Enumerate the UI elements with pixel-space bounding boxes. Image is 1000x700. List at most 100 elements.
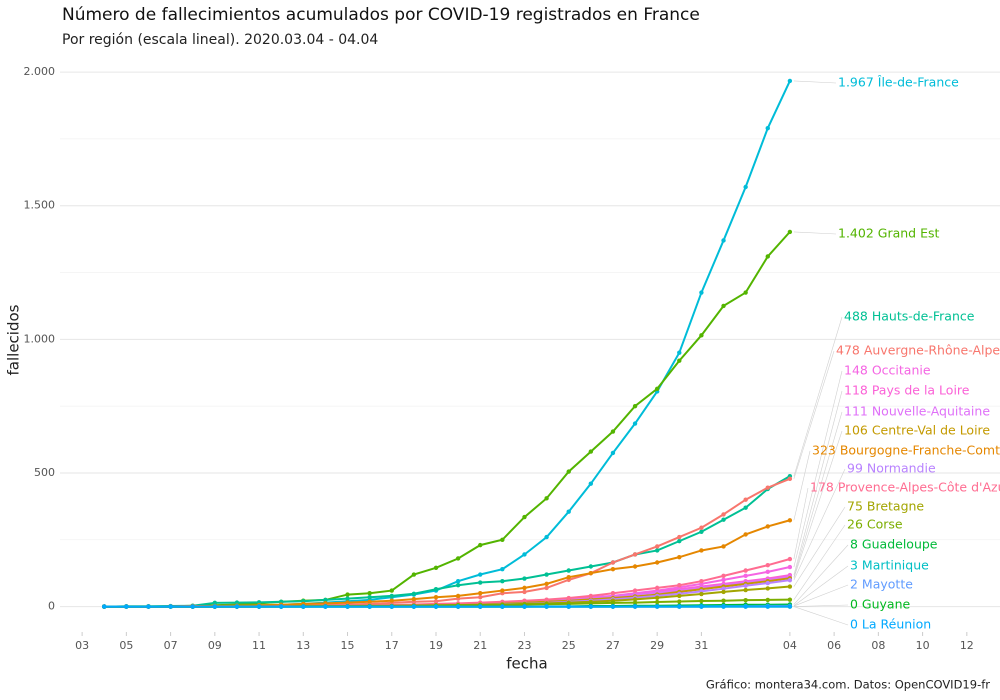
data-point bbox=[566, 509, 571, 514]
y-tick-label: 0 bbox=[48, 600, 55, 613]
data-point bbox=[588, 593, 594, 599]
x-tick-label: 13 bbox=[296, 639, 310, 652]
data-point bbox=[699, 333, 704, 338]
x-tick-label: 09 bbox=[208, 639, 222, 652]
data-point bbox=[632, 600, 638, 605]
x-tick-label: 05 bbox=[119, 639, 133, 652]
data-point bbox=[721, 517, 726, 522]
x-tick-label: 06 bbox=[827, 639, 841, 652]
data-point bbox=[787, 604, 793, 609]
data-point bbox=[478, 591, 483, 596]
x-tick-label: 17 bbox=[385, 639, 399, 652]
end-label: 1.402 Grand Est bbox=[838, 226, 939, 241]
data-point bbox=[301, 604, 306, 609]
data-point bbox=[677, 593, 682, 599]
data-point bbox=[212, 604, 218, 609]
data-point bbox=[588, 604, 594, 609]
data-point bbox=[544, 534, 549, 540]
data-point bbox=[367, 604, 372, 609]
end-label: 26 Corse bbox=[847, 517, 903, 532]
data-point bbox=[522, 604, 527, 609]
data-point bbox=[478, 572, 483, 577]
data-point bbox=[721, 512, 726, 517]
end-label: 118 Pays de la Loire bbox=[844, 383, 970, 398]
data-point bbox=[588, 481, 594, 486]
data-point bbox=[721, 303, 726, 309]
data-point bbox=[367, 599, 372, 604]
data-point bbox=[522, 552, 527, 557]
data-point bbox=[389, 604, 394, 609]
data-point bbox=[699, 529, 704, 534]
data-point bbox=[146, 604, 151, 609]
data-point bbox=[677, 583, 682, 588]
leader-line bbox=[793, 390, 843, 576]
data-point bbox=[433, 595, 439, 600]
data-point bbox=[699, 598, 704, 604]
data-point bbox=[544, 581, 549, 587]
x-tick-label: 08 bbox=[871, 639, 885, 652]
data-point bbox=[721, 573, 726, 579]
leader-line bbox=[793, 487, 809, 560]
data-point bbox=[522, 598, 527, 603]
data-point bbox=[765, 524, 770, 529]
leader-line bbox=[793, 606, 849, 626]
data-point bbox=[787, 518, 793, 523]
data-point bbox=[500, 537, 505, 542]
data-point bbox=[743, 568, 748, 573]
data-point bbox=[632, 564, 638, 569]
y-axis-title: fallecidos bbox=[5, 304, 23, 375]
data-point bbox=[743, 597, 748, 603]
data-point bbox=[234, 604, 240, 609]
data-point bbox=[765, 597, 770, 603]
data-point bbox=[367, 595, 372, 600]
data-point bbox=[654, 386, 660, 391]
data-point bbox=[743, 290, 748, 295]
leader-line bbox=[793, 411, 843, 578]
series-line bbox=[104, 80, 791, 608]
data-point bbox=[743, 587, 748, 593]
leader-line bbox=[793, 506, 846, 587]
data-point bbox=[500, 566, 505, 572]
data-point bbox=[677, 358, 682, 363]
data-point bbox=[478, 604, 483, 609]
data-point bbox=[743, 505, 748, 510]
leader-line bbox=[793, 468, 846, 581]
data-point bbox=[743, 184, 748, 190]
data-point bbox=[787, 476, 793, 482]
data-point bbox=[787, 556, 793, 562]
x-tick-label: 29 bbox=[650, 639, 664, 652]
data-point bbox=[699, 579, 704, 584]
data-point bbox=[677, 554, 682, 560]
data-point bbox=[677, 534, 682, 540]
leader-line bbox=[793, 544, 849, 605]
data-point bbox=[765, 586, 770, 591]
data-point bbox=[699, 290, 704, 295]
data-point bbox=[787, 78, 793, 84]
data-point bbox=[345, 592, 350, 597]
data-point bbox=[610, 429, 616, 434]
leader-line bbox=[793, 350, 835, 479]
data-point bbox=[743, 573, 748, 579]
data-point bbox=[566, 595, 571, 601]
data-point bbox=[500, 604, 505, 609]
data-point bbox=[610, 450, 616, 456]
data-point bbox=[345, 604, 350, 609]
data-point bbox=[721, 604, 726, 609]
y-tick-label: 2.000 bbox=[24, 65, 56, 78]
x-tick-label: 10 bbox=[916, 639, 930, 652]
end-label: 8 Guadeloupe bbox=[850, 537, 938, 552]
end-label: 178 Provence-Alpes-Côte d'Azur bbox=[810, 480, 1000, 495]
y-tick-label: 1.000 bbox=[24, 332, 56, 345]
data-point bbox=[190, 604, 195, 609]
data-point bbox=[168, 604, 173, 609]
data-point bbox=[787, 577, 793, 583]
data-point bbox=[699, 548, 704, 553]
data-point bbox=[566, 469, 571, 474]
end-label: 2 Mayotte bbox=[850, 577, 913, 592]
data-point bbox=[632, 421, 638, 426]
data-point bbox=[345, 596, 350, 601]
data-point bbox=[124, 604, 129, 609]
leader-line bbox=[793, 231, 837, 235]
data-point bbox=[411, 591, 417, 596]
